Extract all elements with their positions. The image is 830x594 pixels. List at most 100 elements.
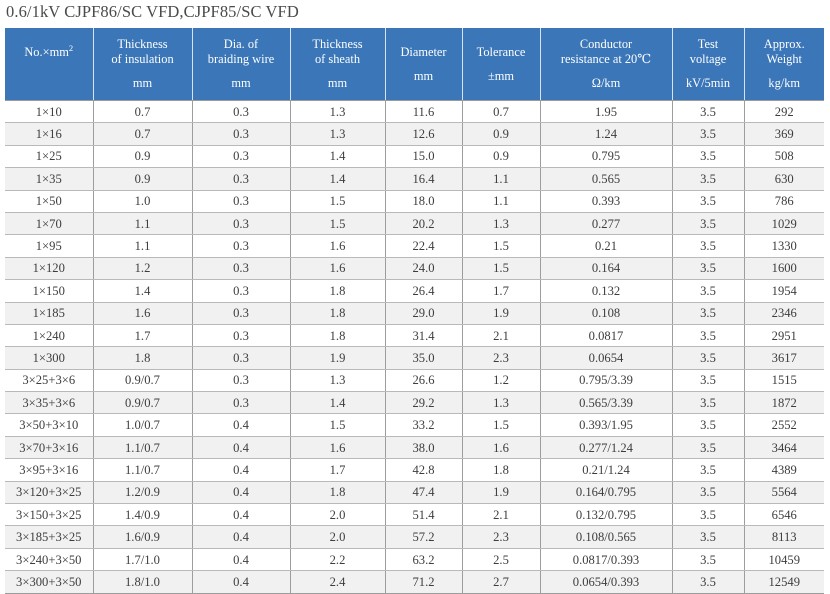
- table-cell: 630: [744, 167, 824, 191]
- table-cell: 1.24: [540, 122, 673, 146]
- table-cell: 1.1/0.7: [93, 436, 193, 460]
- table-cell: 1.0: [93, 190, 193, 213]
- column-header-2: Dia. of braiding wire mm: [192, 28, 291, 101]
- column-header-label: Conductor resistance at 20℃: [560, 37, 652, 66]
- column-header-label: Thickness of sheath: [312, 37, 363, 66]
- table-cell: 0.108: [540, 302, 673, 325]
- table-cell: 0.4: [192, 436, 291, 460]
- table-cell: 2.1: [462, 503, 541, 527]
- cable-specification-table: No.×mm2 Thickness of insulation mm Dia. of b…: [5, 28, 824, 594]
- table-cell: 1600: [744, 257, 824, 281]
- table-cell: 0.9: [93, 167, 193, 191]
- table-header: No.×mm2 Thickness of insulation mm Dia. of b…: [5, 28, 824, 101]
- table-row: 3×300+3×50 1.8/1.0 0.4 2.4 71.2 2.7 0.0654/0.3…: [5, 570, 824, 594]
- cell-size-designation: 1×35: [5, 167, 94, 191]
- table-cell: 1.4: [93, 279, 193, 303]
- column-header-6: Conductor resistance at 20℃ Ω/km: [540, 28, 673, 101]
- table-cell: 3.5: [672, 122, 745, 146]
- table-cell: 3.5: [672, 302, 745, 325]
- table-cell: 26.4: [385, 279, 463, 303]
- cell-size-designation: 1×50: [5, 190, 94, 213]
- table-cell: 0.132/0.795: [540, 503, 673, 527]
- cell-size-designation: 1×10: [5, 100, 94, 124]
- column-header-superscript: 2: [68, 42, 74, 53]
- table-cell: 0.4: [192, 570, 291, 594]
- table-cell: 0.3: [192, 302, 291, 325]
- table-cell: 0.21: [540, 234, 673, 258]
- column-header-unit: ±mm: [487, 68, 515, 83]
- column-header-label: Diameter: [400, 44, 447, 59]
- table-row: 1×16 0.7 0.3 1.3 12.6 0.9 1.24 3.5 369: [5, 122, 824, 146]
- table-cell: 1.95: [540, 100, 673, 124]
- table-cell: 0.3: [192, 279, 291, 303]
- table-cell: 57.2: [385, 525, 463, 549]
- table-cell: 2552: [744, 413, 824, 437]
- table-cell: 2.4: [290, 570, 386, 594]
- table-cell: 12549: [744, 570, 824, 594]
- table-cell: 0.3: [192, 391, 291, 415]
- table-cell: 1.5: [290, 212, 386, 236]
- table-cell: 3.5: [672, 391, 745, 415]
- table-row: 3×120+3×25 1.2/0.9 0.4 1.8 47.4 1.9 0.164/0.79…: [5, 481, 824, 505]
- table-cell: 0.164: [540, 257, 673, 281]
- table-cell: 8113: [744, 525, 824, 549]
- column-header-label: Test voltage: [689, 37, 727, 66]
- table-cell: 0.3: [192, 145, 291, 169]
- column-header-unit: Ω/km: [591, 76, 621, 90]
- table-cell: 51.4: [385, 503, 463, 527]
- cell-size-designation: 3×150+3×25: [5, 503, 94, 527]
- table-cell: 1.1: [462, 190, 541, 213]
- table-cell: 33.2: [385, 413, 463, 437]
- table-cell: 1.2/0.9: [93, 481, 193, 505]
- column-header-0: No.×mm2: [5, 28, 94, 101]
- page-title: 0.6/1kV CJPF86/SC VFD,CJPF85/SC VFD: [6, 2, 299, 21]
- table-cell: 3617: [744, 346, 824, 370]
- table-cell: 0.4: [192, 525, 291, 549]
- table-cell: 1.4/0.9: [93, 503, 193, 527]
- table-cell: 71.2: [385, 570, 463, 594]
- table-cell: 0.3: [192, 324, 291, 348]
- table-cell: 29.2: [385, 391, 463, 415]
- table-cell: 2.0: [290, 503, 386, 527]
- table-row: 1×300 1.8 0.3 1.9 35.0 2.3 0.0654 3.5 3617: [5, 346, 824, 370]
- table-cell: 0.393/1.95: [540, 413, 673, 437]
- table-cell: 0.7: [93, 100, 193, 124]
- column-header-unit: kV/5min: [685, 76, 731, 90]
- cell-size-designation: 3×70+3×16: [5, 436, 94, 460]
- table-cell: 0.0654/0.393: [540, 570, 673, 594]
- table-cell: 15.0: [385, 145, 463, 169]
- table-cell: 1.7: [290, 458, 386, 482]
- table-header-row: No.×mm2 Thickness of insulation mm Dia. of b…: [5, 28, 824, 101]
- table-cell: 0.393: [540, 190, 673, 213]
- table-cell: 2346: [744, 302, 824, 325]
- column-header-unit: mm: [327, 76, 348, 90]
- table-cell: 35.0: [385, 346, 463, 370]
- table-row: 1×95 1.1 0.3 1.6 22.4 1.5 0.21 3.5 1330: [5, 234, 824, 258]
- cell-size-designation: 3×35+3×6: [5, 391, 94, 415]
- table-cell: 2.3: [462, 525, 541, 549]
- table-cell: 1.3: [462, 391, 541, 415]
- table-cell: 3.5: [672, 145, 745, 169]
- table-cell: 3.5: [672, 234, 745, 258]
- table-cell: 11.6: [385, 100, 463, 124]
- table-cell: 1.6: [462, 436, 541, 460]
- cell-size-designation: 1×70: [5, 212, 94, 236]
- table-cell: 1.8: [290, 481, 386, 505]
- table-cell: 1.8: [290, 324, 386, 348]
- table-cell: 0.0817: [540, 324, 673, 348]
- table-cell: 1.5: [462, 234, 541, 258]
- column-header-1: Thickness of insulation mm: [93, 28, 193, 101]
- table-cell: 2.7: [462, 570, 541, 594]
- table-cell: 1954: [744, 279, 824, 303]
- column-header-label: Approx. Weight: [763, 37, 805, 66]
- table-cell: 1.2: [462, 369, 541, 393]
- table-row: 1×70 1.1 0.3 1.5 20.2 1.3 0.277 3.5 1029: [5, 212, 824, 236]
- cell-size-designation: 1×16: [5, 122, 94, 146]
- table-row: 1×50 1.0 0.3 1.5 18.0 1.1 0.393 3.5 786: [5, 190, 824, 213]
- column-header-label: No.×mm2: [24, 42, 74, 59]
- cable-specification-table-container: No.×mm2 Thickness of insulation mm Dia. of b…: [5, 28, 824, 594]
- table-cell: 0.3: [192, 212, 291, 236]
- table-cell: 1.4: [290, 391, 386, 415]
- table-cell: 1330: [744, 234, 824, 258]
- cell-size-designation: 3×185+3×25: [5, 525, 94, 549]
